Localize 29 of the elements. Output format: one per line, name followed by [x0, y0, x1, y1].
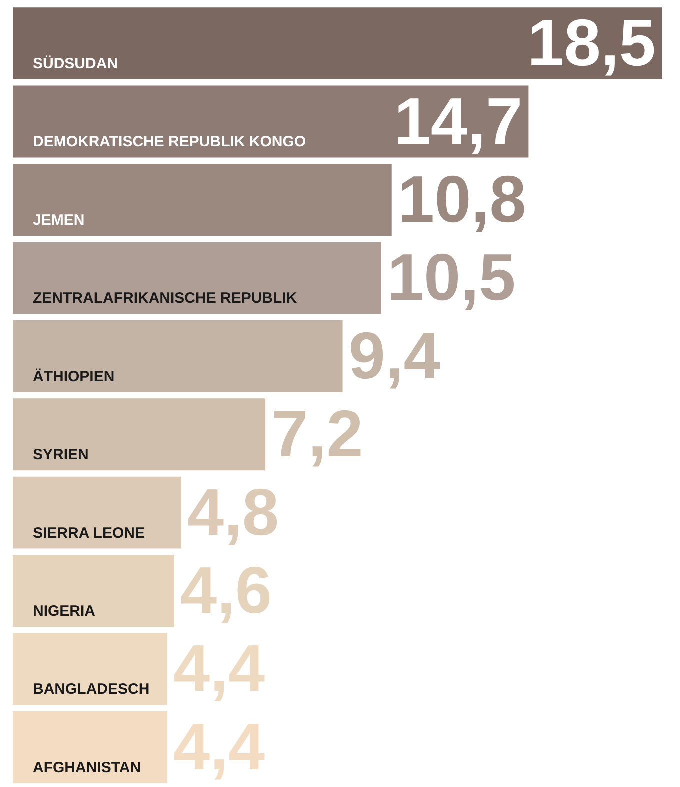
- y-tick-label: NIGERIA: [33, 603, 96, 620]
- y-tick-label: SYRIEN: [33, 446, 89, 464]
- bar: [13, 320, 343, 392]
- data-label: 14,7: [394, 84, 523, 158]
- data-label: 4,6: [180, 553, 272, 628]
- y-tick-label: DEMOKRATISCHE REPUBLIK KONGO: [33, 134, 306, 151]
- data-label: 4,8: [187, 474, 280, 549]
- bar: [13, 476, 182, 549]
- bar: [13, 164, 392, 236]
- data-label: 18,5: [528, 6, 656, 80]
- data-label: 7,2: [272, 396, 364, 471]
- data-label: 10,8: [398, 162, 526, 236]
- y-tick-label: SIERRA LEONE: [33, 524, 145, 542]
- data-label: 4,4: [173, 631, 266, 706]
- data-label: 10,5: [387, 240, 516, 314]
- bar: [13, 555, 174, 628]
- bar: [13, 398, 266, 471]
- bar: [13, 8, 662, 80]
- data-label: 9,4: [348, 318, 441, 392]
- y-tick-label: SÜDSUDAN: [33, 56, 118, 73]
- y-tick-label: AFGHANISTAN: [33, 759, 142, 776]
- bar: [13, 711, 168, 784]
- y-tick-label: BANGLADESCH: [33, 681, 150, 698]
- y-tick-label: ZENTRALAFRIKANISCHE REPUBLIK: [33, 290, 298, 308]
- y-tick-label: JEMEN: [33, 212, 85, 229]
- bar: [13, 242, 382, 314]
- data-label: 4,4: [173, 709, 266, 784]
- bar: [13, 633, 168, 706]
- y-tick-label: ÄTHIOPIEN: [33, 368, 115, 386]
